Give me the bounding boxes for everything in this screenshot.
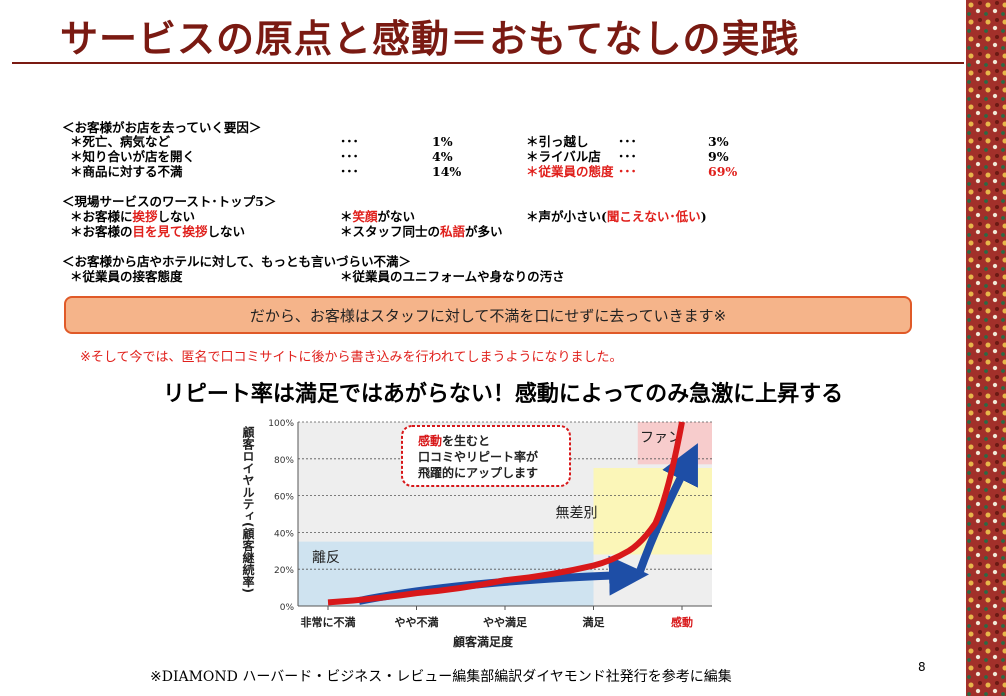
y-tick-label: 80% [274,456,294,466]
page-title: サービスの原点と感動＝おもてなしの実践 [60,16,800,61]
leave-reasons-heading: ＜お客様がお店を去っていく要因＞ [62,120,262,135]
reason-label: ＊知り合いが店を開く [70,149,196,164]
reason-value: 1% [432,134,453,149]
reason-label: ＊ライバル店 [526,149,601,164]
worst-item: ＊お客様の目を見て挨拶しない [70,224,246,239]
worst-item: ＊笑顔がない [340,209,416,224]
loyalty-chart: 0% 20% 40% 60% 80% 100% 非常に不満 やや不満 やや満足 満足 感動 顧客ロ… [241,419,712,649]
reason-label: ＊死亡、病気など [70,134,171,149]
reason-dots: ･･･ [618,164,637,179]
reason-dots: ･･･ [340,164,359,179]
y-axis-label: 顧客ロイヤルティ(顧客継続率) [241,425,255,593]
y-tick-label: 20% [274,566,294,576]
reason-dots: ･･･ [618,134,637,149]
region-label: ファン [640,430,682,446]
worst-item: ＊声が小さい(聞こえない･低い) [526,209,707,224]
reason-label: ＊引っ越し [526,134,589,149]
trend-arrow [635,443,698,576]
worst-item: ＊スタッフ同士の私語が多い [340,224,503,239]
region-label: 離反 [312,549,340,566]
hard-to-say-item: ＊従業員のユニフォームや身なりの汚さ [340,269,565,284]
reason-label: ＊商品に対する不満 [70,164,183,179]
y-tick-label: 100% [268,419,294,429]
svg-text:飛躍的にアップします: 飛躍的にアップします [417,465,538,480]
callout-box: 感動を生むと 口コミやリピート率が 飛躍的にアップします [401,425,571,487]
y-tick-label: 0% [280,603,295,613]
svg-text:口コミやリピート率が: 口コミやリピート率が [418,449,538,464]
svg-text:感動を生むと: 感動を生むと [418,433,490,448]
loyalty-curve [327,421,685,606]
reason-value: 4% [432,149,453,164]
hard-to-say-heading: ＜お客様から店やホテルに対して、もっとも言いづらい不満＞ [62,254,412,269]
reason-value: 69% [708,164,738,179]
reason-dots: ･･･ [340,134,359,149]
worst-heading: ＜現場サービスのワースト･トップ5＞ [62,194,277,209]
review-site-note: ※そして今では、匿名で口コミサイトに後から書き込みを行われてしまうようになりまし… [80,350,623,365]
reason-value: 3% [708,134,729,149]
chart-heading: リピート率は満足ではあがらない！感動によってのみ急激に上昇する [162,381,844,407]
title-underline [12,62,964,64]
summary-banner: だから、お客様はスタッフに対して不満を口にせずに去っていきます※ [64,296,912,334]
x-axis-label: 顧客満足度 [453,634,514,649]
hard-to-say-item: ＊従業員の接客態度 [70,269,183,284]
reason-dots: ･･･ [618,149,637,164]
region-label: 無差別 [556,506,598,522]
x-tick-label: 非常に不満 [301,615,356,629]
y-tick-label: 40% [274,529,294,539]
reason-value: 14% [432,164,462,179]
worst-item: ＊お客様に挨拶しない [70,209,196,224]
x-tick-label: 満足 [583,615,606,629]
decorative-pattern-border [966,0,1006,696]
x-tick-label: 感動 [671,615,693,629]
reason-label: ＊従業員の態度 [526,164,614,179]
reason-value: 9% [708,149,729,164]
x-tick-label: やや満足 [483,615,528,629]
page-number: 8 [918,660,926,674]
y-tick-label: 60% [274,493,294,503]
x-tick-label: やや不満 [395,615,439,629]
reason-dots: ･･･ [340,149,359,164]
source-citation: ※DIAMOND ハーバード・ビジネス・レビュー編集部編訳ダイヤモンド社発行を参… [150,669,732,685]
